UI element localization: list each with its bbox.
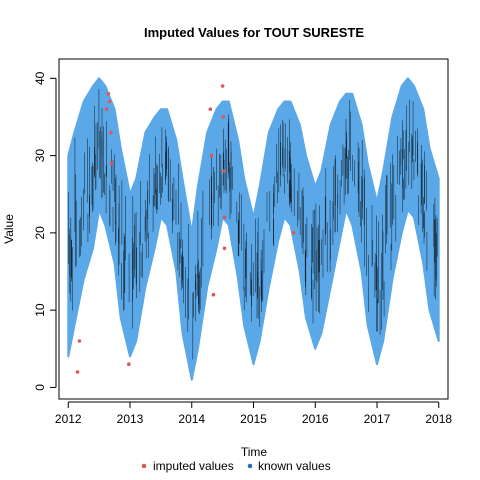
imputed-point [221,115,225,119]
imputed-point [209,153,214,158]
imputed-point [208,107,213,111]
x-axis-label: Time [241,445,268,459]
y-tick-label: 10 [33,303,47,317]
y-tick-label: 30 [33,149,47,163]
x-tick-label: 2017 [364,412,391,426]
imputed-point [104,107,109,111]
chart-title: Imputed Values for TOUT SURESTE [144,25,364,40]
imputed-values-layer [75,84,296,374]
imputed-point [220,84,225,88]
known-values-lines [68,88,438,360]
imputed-point [211,292,216,297]
x-tick-label: 2018 [425,412,452,426]
imputed-point [222,169,226,173]
x-tick-label: 2014 [178,412,205,426]
x-tick-label: 2016 [302,412,329,426]
imputed-point [222,215,227,220]
imputed-point [109,130,113,135]
y-tick-label: 40 [33,71,47,85]
x-tick-label: 2015 [240,412,267,426]
imputed-point [77,339,82,343]
imputed-point [222,246,227,251]
imputed-point [75,370,80,374]
legend-imputed-swatch [141,463,147,469]
x-axis: 2012 2013 2014 2015 2016 2017 2018 [55,401,452,426]
x-tick-label: 2012 [55,412,82,426]
x-tick-label: 2013 [117,412,144,426]
y-axis: 0 10 20 30 40 [33,71,57,391]
legend-known-label: known values [258,459,331,473]
imputed-point [291,231,296,235]
legend-imputed-label: imputed values [153,459,234,473]
imputed-point [107,99,112,104]
legend: imputed values known values [141,459,331,473]
imputed-point [109,161,114,166]
known-values-layer [67,77,440,381]
imputed-point [127,362,131,367]
plot-frame [58,58,449,400]
y-tick-label: 20 [33,226,47,240]
imputed-point [106,92,111,96]
y-tick-label: 0 [33,384,47,391]
y-axis-label: Value [2,214,16,244]
legend-known-swatch [247,463,253,469]
